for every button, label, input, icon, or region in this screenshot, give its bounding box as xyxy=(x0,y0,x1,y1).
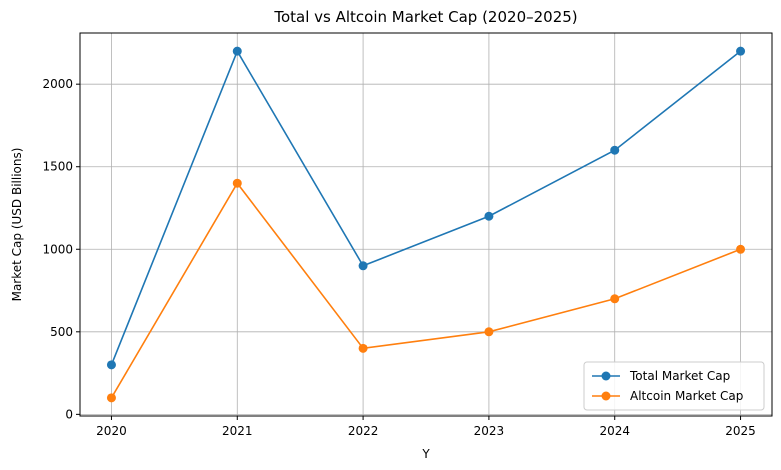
y-tick-label: 0 xyxy=(65,407,73,421)
y-tick-label: 500 xyxy=(50,325,73,339)
legend-box xyxy=(583,361,765,411)
series-line xyxy=(110,49,742,366)
x-tick-label: 2020 xyxy=(96,424,127,438)
series-layer xyxy=(106,46,746,403)
legend-marker xyxy=(601,371,611,381)
series-altcoin-market-cap xyxy=(106,178,746,403)
data-point xyxy=(610,145,620,155)
plot-frame xyxy=(79,32,773,417)
data-point xyxy=(484,327,494,337)
y-axis: 0 500 1000 1500 2000 xyxy=(42,77,80,421)
x-tick-label: 2021 xyxy=(222,424,253,438)
series-total-market-cap xyxy=(106,46,746,370)
data-point xyxy=(232,46,242,56)
chart-title: Total vs Altcoin Market Cap (2020–2025) xyxy=(273,8,577,26)
x-tick-label: 2023 xyxy=(474,424,505,438)
x-tick-label: 2025 xyxy=(725,424,756,438)
grid-lines xyxy=(80,33,772,416)
x-tick-label: 2022 xyxy=(348,424,379,438)
legend-marker xyxy=(601,391,611,401)
legend-label: Altcoin Market Cap xyxy=(630,389,743,403)
data-point xyxy=(358,261,368,271)
data-point xyxy=(358,343,368,353)
legend-item: Altcoin Market Cap xyxy=(592,389,743,403)
legend-item: Total Market Cap xyxy=(592,369,730,383)
series-line xyxy=(110,181,741,399)
x-axis-title: Y xyxy=(421,447,430,461)
data-point xyxy=(736,46,746,56)
y-axis-title: Market Cap (USD Billions) xyxy=(10,148,24,302)
data-point xyxy=(106,360,116,370)
legend-label: Total Market Cap xyxy=(629,369,730,383)
data-point xyxy=(736,244,746,254)
y-tick-label: 1500 xyxy=(42,160,73,174)
x-tick-label: 2024 xyxy=(599,424,630,438)
y-tick-label: 1000 xyxy=(42,242,73,256)
data-point xyxy=(106,393,116,403)
data-point xyxy=(232,178,242,188)
data-point xyxy=(610,294,620,304)
y-tick-label: 2000 xyxy=(42,77,73,91)
data-point xyxy=(484,211,494,221)
x-axis: 2020 2021 2022 2023 2024 2025 xyxy=(96,416,756,438)
legend: Total Market Cap Altcoin Market Cap xyxy=(583,361,765,411)
